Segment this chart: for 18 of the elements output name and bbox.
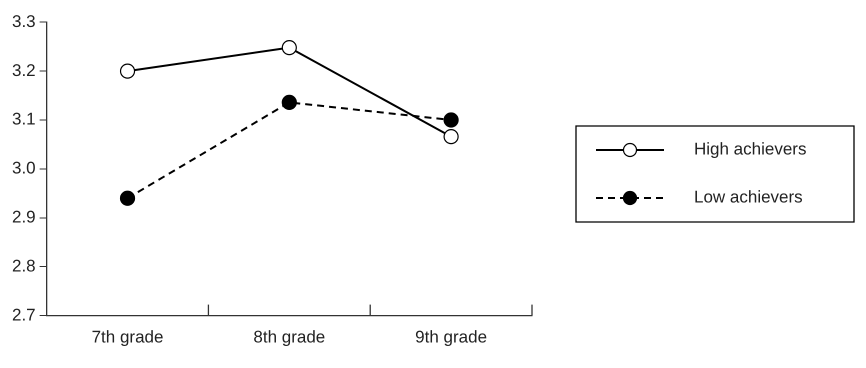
legend-label: High achievers [694, 140, 806, 159]
point [120, 63, 136, 79]
legend-label: Low achievers [694, 188, 803, 207]
y-tick-label: 3.0 [12, 158, 36, 178]
x-tick-label: 9th grade [415, 327, 488, 346]
y-tick-label: 2.7 [12, 305, 36, 324]
y-tick-label: 3.1 [12, 110, 36, 129]
y-tick-label: 2.9 [12, 207, 36, 226]
x-tick-label: 8th grade [253, 327, 326, 346]
point [120, 190, 136, 206]
point [282, 94, 297, 110]
point [444, 112, 459, 128]
y-tick-label: 3.3 [12, 12, 36, 31]
point [282, 40, 297, 56]
y-tick-label: 3.2 [12, 60, 36, 80]
y-tick-label: 2.8 [12, 256, 36, 276]
point [444, 129, 459, 144]
x-tick-label: 7th grade [92, 327, 164, 346]
